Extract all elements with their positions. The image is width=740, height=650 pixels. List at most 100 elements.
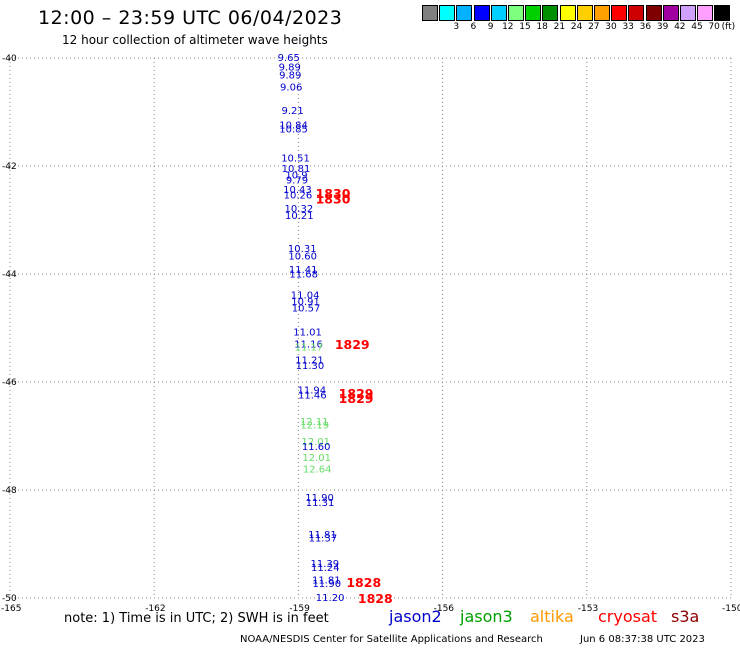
color-scale-label: 12 xyxy=(502,22,514,32)
wave-height-value: 10.91 xyxy=(291,297,320,308)
lon-tick-label: -165 xyxy=(1,604,21,614)
color-scale-label: 42 xyxy=(674,22,686,32)
color-scale-label: 33 xyxy=(622,22,634,32)
wave-height-value: 12.01 xyxy=(302,453,331,464)
lon-tick-label: -150 xyxy=(722,604,740,614)
wave-height-value: 11.20 xyxy=(316,593,345,604)
wave-height-value: 11.90 xyxy=(312,579,341,590)
lon-tick-label: -153 xyxy=(578,604,598,614)
pass-time-label: 1829 xyxy=(339,391,374,406)
color-scale-swatch xyxy=(422,5,438,21)
footnote: note: 1) Time is in UTC; 2) SWH is in fe… xyxy=(64,611,329,626)
lon-tick-label: -162 xyxy=(145,604,165,614)
wave-height-value: 11.46 xyxy=(298,391,327,402)
color-scale-swatch xyxy=(714,5,731,21)
color-scale-swatch xyxy=(645,5,662,21)
wave-height-value: 11.81 xyxy=(308,530,337,541)
color-scale-swatch xyxy=(680,5,696,21)
color-scale-units: (ft) xyxy=(721,22,736,32)
legend-cryosat: cryosat xyxy=(598,607,658,626)
pass-time-label: 1828 xyxy=(358,591,393,606)
color-scale-label: 36 xyxy=(639,22,652,32)
wave-height-value: 9.06 xyxy=(280,83,302,94)
wave-height-value: 10.51 xyxy=(281,153,310,164)
wave-height-value: 12.11 xyxy=(300,417,329,428)
wave-height-value: 9.89 xyxy=(279,70,301,81)
color-scale-label: 45 xyxy=(691,22,703,32)
color-scale-swatch xyxy=(439,5,456,21)
legend-jason2: jason2 xyxy=(389,607,442,626)
pass-time-label: 1830 xyxy=(316,191,351,206)
wave-height-value: 11.41 xyxy=(289,265,318,276)
wave-height-value: 10.85 xyxy=(279,124,308,135)
lat-tick-label: -40 xyxy=(2,54,17,64)
color-scale-label: 27 xyxy=(588,22,600,32)
lat-tick-label: -50 xyxy=(2,594,17,604)
color-scale-swatch xyxy=(542,5,559,21)
wave-height-value: 10.9 xyxy=(285,171,307,182)
wave-height-value: 12.64 xyxy=(303,464,332,475)
wave-height-value: 9.65 xyxy=(278,53,300,64)
wave-height-value: 11.37 xyxy=(309,534,338,545)
wave-height-value: 11.17 xyxy=(295,342,324,353)
lat-tick-label: -42 xyxy=(2,162,17,172)
page-subtitle: 12 hour collection of altimeter wave hei… xyxy=(62,33,328,47)
lat-tick-label: -46 xyxy=(2,378,17,388)
wave-height-value: 11.60 xyxy=(302,442,331,453)
pass-time-label: 1829 xyxy=(339,386,374,401)
wave-height-value: 10.43 xyxy=(283,185,312,196)
wave-height-value: 10.26 xyxy=(284,191,313,202)
legend-altika: altika xyxy=(530,607,574,626)
lat-tick-label: -48 xyxy=(2,486,17,496)
wave-height-value: 11.16 xyxy=(294,340,323,351)
color-scale-swatch xyxy=(576,5,593,21)
wave-height-value: 9.21 xyxy=(281,106,303,117)
wave-height-value: 11.30 xyxy=(296,361,325,372)
pass-time-label: 1828 xyxy=(346,575,381,590)
color-scale-swatch xyxy=(456,5,473,21)
lon-tick-label: -159 xyxy=(289,604,310,614)
color-scale-label: 15 xyxy=(519,22,531,32)
wave-height-value: 9.89 xyxy=(279,63,301,74)
color-scale-swatch xyxy=(662,5,679,21)
wave-height-value: 12.01 xyxy=(301,437,330,448)
wave-height-value: 10.60 xyxy=(288,252,317,263)
wave-height-value: 11.21 xyxy=(295,355,324,366)
color-scale-label: 18 xyxy=(536,22,548,32)
wave-height-value: 11.39 xyxy=(311,559,340,570)
color-scale-swatch xyxy=(508,5,524,21)
color-scale-label: 3 xyxy=(453,22,460,32)
color-scale-label: 9 xyxy=(487,22,494,32)
legend-s3a: s3a xyxy=(671,607,700,626)
pass-time-label: 1830 xyxy=(316,186,351,201)
wave-height-value: 10.81 xyxy=(282,164,311,175)
color-scale-label: 70 xyxy=(708,22,720,32)
wave-height-value: 11.94 xyxy=(298,386,327,397)
wave-height-value: 11.01 xyxy=(293,327,322,338)
color-scale-swatch xyxy=(490,5,507,21)
wave-height-value: 11.04 xyxy=(291,291,320,302)
color-scale-label: 30 xyxy=(605,22,617,32)
wave-height-value: 10.21 xyxy=(285,211,314,222)
wave-height-value: 11.68 xyxy=(289,270,318,281)
lon-tick-label: -156 xyxy=(434,604,455,614)
wave-height-value: 10.84 xyxy=(279,121,308,132)
credit-line: NOAA/NESDIS Center for Satellite Applica… xyxy=(240,634,543,645)
color-scale-swatch xyxy=(628,5,645,21)
color-scale-label: 24 xyxy=(570,22,583,32)
wave-height-value: 11.81 xyxy=(312,576,341,587)
color-scale-swatch xyxy=(594,5,610,21)
wave-height-value: 11.24 xyxy=(311,563,340,574)
wave-height-value: 10.32 xyxy=(285,204,314,215)
color-scale-swatch xyxy=(473,5,490,21)
wave-height-value: 10.57 xyxy=(292,304,321,315)
color-scale-label: 39 xyxy=(656,22,669,32)
wave-height-value: 11.31 xyxy=(306,498,335,509)
color-scale-label: 6 xyxy=(470,22,477,32)
map-axes: -40 -42 -44 -46 -48 -50-165 -162 -159 -156 -153 -1… xyxy=(1,54,740,614)
lat-tick-label: -44 xyxy=(2,270,17,280)
pass-time-label: 1829 xyxy=(335,337,370,352)
generated-timestamp: Jun 6 08:37:38 UTC 2023 xyxy=(580,634,705,645)
